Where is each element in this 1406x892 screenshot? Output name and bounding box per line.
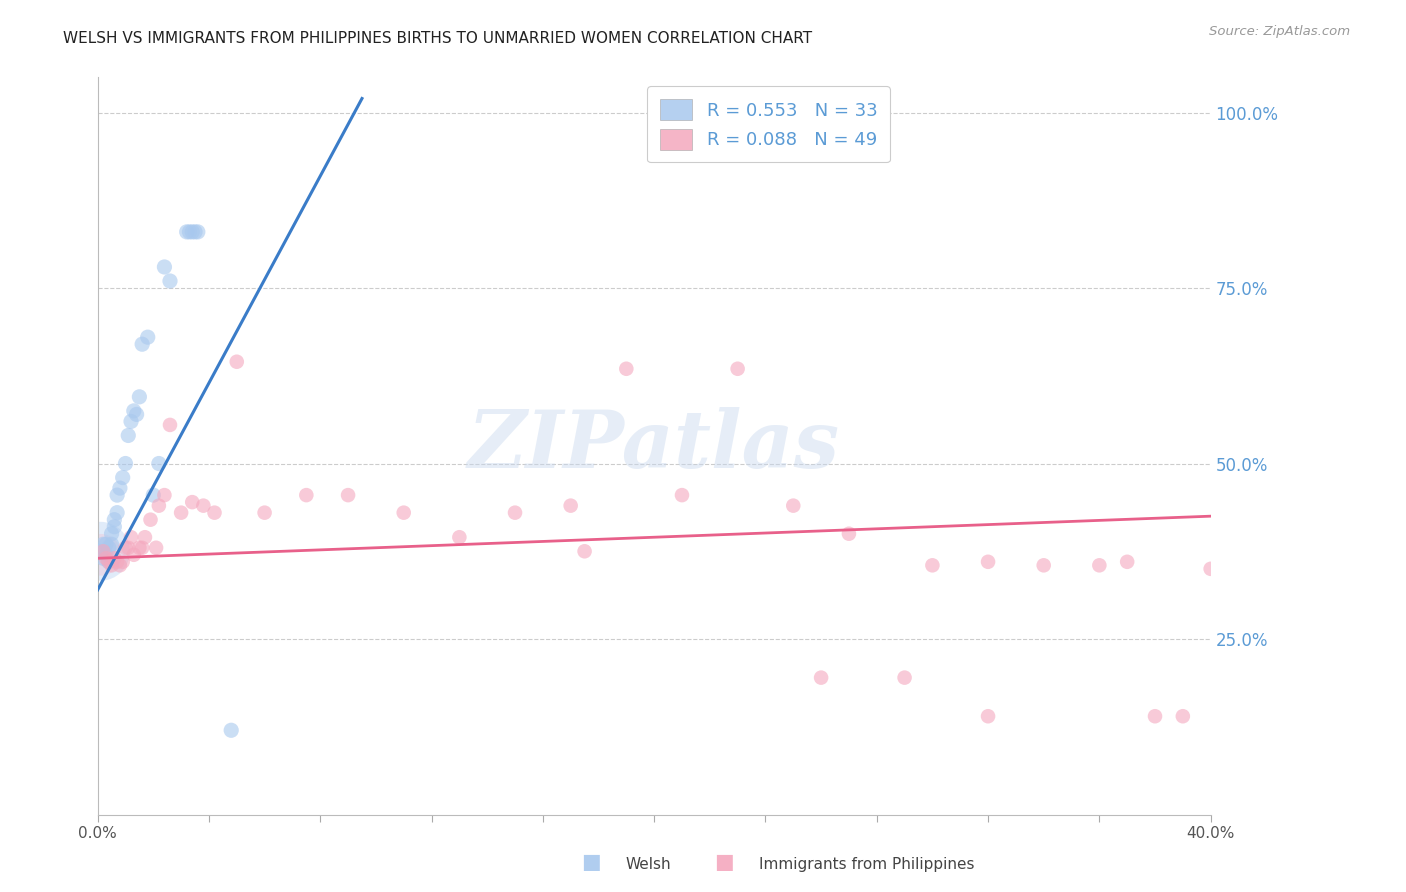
Point (153, 488, 176, 502)
Point (128, 541, 150, 555)
Point (181, 495, 204, 509)
Point (671, 488, 693, 502)
Point (1116, 555, 1139, 569)
Text: Immigrants from Philippines: Immigrants from Philippines (759, 857, 974, 872)
Point (503, 506, 526, 520)
Point (193, 499, 215, 513)
Point (108, 558, 131, 573)
Point (91, 544, 114, 558)
Point (125, 408, 148, 422)
Point (1088, 558, 1111, 573)
Point (134, 530, 156, 544)
Point (114, 457, 136, 471)
Point (120, 530, 142, 544)
Point (225, 355, 247, 369)
Point (1032, 558, 1054, 573)
Point (111, 555, 134, 569)
Legend: R = 0.553   N = 33, R = 0.088   N = 49: R = 0.553 N = 33, R = 0.088 N = 49 (647, 87, 890, 162)
Point (120, 414, 142, 428)
Point (122, 548, 145, 562)
Point (91, 537, 114, 551)
Point (105, 506, 128, 520)
Point (574, 544, 596, 558)
Point (392, 506, 415, 520)
Point (159, 417, 181, 432)
Point (295, 488, 318, 502)
Point (170, 506, 193, 520)
Point (139, 513, 162, 527)
Point (782, 499, 804, 513)
Point (253, 506, 276, 520)
Point (89, 548, 111, 562)
Point (181, 225, 204, 239)
Point (105, 555, 128, 569)
Point (103, 513, 125, 527)
Point (204, 506, 226, 520)
Point (89, 544, 111, 558)
Point (727, 361, 749, 376)
Point (105, 488, 128, 502)
Point (449, 530, 471, 544)
Point (108, 481, 131, 495)
Point (122, 404, 145, 418)
Point (1199, 562, 1222, 576)
Point (614, 361, 637, 376)
Point (117, 541, 139, 555)
Point (94, 548, 117, 562)
Text: ■: ■ (581, 853, 600, 872)
Point (103, 519, 125, 533)
Point (159, 274, 181, 288)
Point (337, 488, 360, 502)
Point (97, 555, 120, 569)
Point (219, 723, 242, 738)
Point (1171, 709, 1194, 723)
Point (111, 470, 134, 484)
Point (94, 537, 117, 551)
Point (810, 671, 832, 685)
Point (184, 225, 207, 239)
Point (91, 551, 114, 566)
Point (94, 551, 117, 566)
Point (97, 555, 120, 569)
Point (97, 541, 120, 555)
Point (176, 225, 198, 239)
Point (921, 558, 943, 573)
Point (838, 526, 860, 541)
Text: ZIPatlas: ZIPatlas (468, 408, 841, 484)
Point (153, 260, 176, 274)
Point (128, 390, 150, 404)
Text: Source: ZipAtlas.com: Source: ZipAtlas.com (1209, 25, 1350, 38)
Point (100, 526, 122, 541)
Point (560, 499, 582, 513)
Point (1143, 709, 1166, 723)
Point (100, 537, 122, 551)
Point (977, 555, 1000, 569)
Text: WELSH VS IMMIGRANTS FROM PHILIPPINES BIRTHS TO UNMARRIED WOMEN CORRELATION CHART: WELSH VS IMMIGRANTS FROM PHILIPPINES BIR… (63, 31, 813, 46)
Point (131, 337, 153, 351)
Point (100, 558, 122, 573)
Point (148, 499, 170, 513)
Point (179, 225, 201, 239)
Point (142, 488, 165, 502)
Point (893, 671, 915, 685)
Point (131, 541, 153, 555)
Point (103, 551, 125, 566)
Point (89, 544, 111, 558)
Point (117, 428, 139, 442)
Text: Welsh: Welsh (626, 857, 671, 872)
Point (145, 541, 167, 555)
Point (148, 457, 170, 471)
Text: ■: ■ (714, 853, 734, 872)
Point (977, 709, 1000, 723)
Point (136, 330, 159, 344)
Point (114, 541, 136, 555)
Point (187, 225, 209, 239)
